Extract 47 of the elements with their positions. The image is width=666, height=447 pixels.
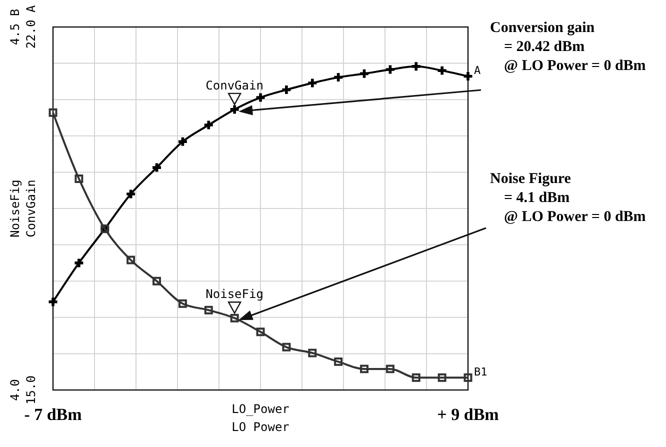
text: A xyxy=(474,64,481,78)
point xyxy=(152,276,161,286)
point xyxy=(464,373,472,382)
point xyxy=(308,348,317,358)
point xyxy=(464,72,472,81)
point xyxy=(308,78,317,88)
point xyxy=(282,86,291,94)
annotation: ConvGain xyxy=(206,78,264,92)
point xyxy=(386,364,394,374)
point xyxy=(178,137,187,146)
x-tick-label: - 7 dBm xyxy=(24,405,82,424)
y2-axis-title: ConvGain xyxy=(24,180,38,238)
y-tick-label: 4.5 B xyxy=(8,8,22,46)
point xyxy=(386,65,394,74)
point xyxy=(256,93,265,102)
annotation: NoiseFig xyxy=(206,287,264,302)
point xyxy=(74,174,84,183)
x-tick-label: + 9 dBm xyxy=(437,405,499,424)
point xyxy=(48,298,58,306)
point xyxy=(48,108,58,117)
point xyxy=(204,120,213,130)
point xyxy=(412,373,420,382)
text: B1 xyxy=(474,366,488,379)
x-axis-title: LO_Power LO Power xyxy=(232,402,290,434)
point xyxy=(256,328,265,336)
point xyxy=(178,299,187,308)
point xyxy=(412,62,420,71)
point xyxy=(334,73,343,82)
point xyxy=(152,163,161,172)
point xyxy=(230,314,239,322)
point xyxy=(230,105,239,114)
point xyxy=(204,306,213,314)
point xyxy=(438,373,446,382)
text: Conversion gain = 20.42 dBm @ LO Power = 0 dBm xyxy=(490,20,646,74)
point xyxy=(438,66,446,75)
y2-tick-label: 15.0 xyxy=(24,376,38,404)
point xyxy=(74,258,84,268)
y-tick-label: 4.0 xyxy=(8,379,22,401)
point xyxy=(334,357,343,366)
text: Noise Figure = 4.1 dBm @ LO Power = 0 dBm xyxy=(490,171,646,225)
point xyxy=(126,256,136,264)
point xyxy=(126,190,136,198)
point xyxy=(282,342,291,352)
point xyxy=(360,364,368,374)
y-axis-title: NoiseFig xyxy=(8,180,22,238)
y2-tick-label: 22.0 A xyxy=(24,4,38,49)
point xyxy=(360,69,368,78)
